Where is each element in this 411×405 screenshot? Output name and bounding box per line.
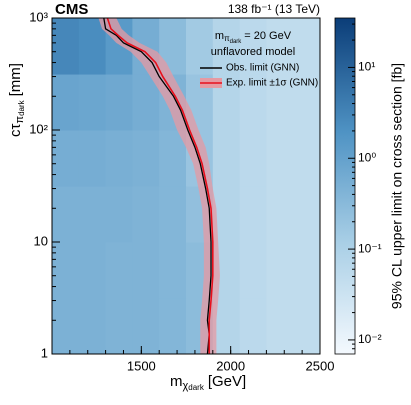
expected-line: [106, 18, 214, 354]
legend-title-sub: π: [224, 34, 230, 43]
heatmap-cell: [266, 74, 294, 131]
x-tick-label: 2000: [216, 358, 245, 373]
experiment-label: CMS: [55, 1, 88, 18]
legend-title-rest: = 20 GeV: [244, 30, 291, 42]
heatmap-cell: [132, 242, 160, 299]
heatmap-cell: [239, 242, 267, 299]
heatmap-cell: [78, 186, 107, 243]
heatmap-cell: [52, 74, 80, 131]
legend-title-subsub: dark: [230, 39, 243, 45]
colorbar-tick-label: 10⁰: [358, 150, 376, 164]
heatmap-cell: [105, 130, 133, 187]
y-tick-label: 10²: [29, 121, 48, 136]
heatmap-cell: [105, 186, 133, 243]
colorbar-tick-label: 10⁻¹: [358, 241, 382, 255]
heatmap-cell: [78, 74, 107, 131]
heatmap-cell: [212, 18, 241, 75]
x-label-sub: χ: [183, 380, 189, 392]
heatmap-cell: [266, 18, 294, 75]
x-axis-label: mχdark [GeV]: [170, 373, 246, 392]
heatmap-cell: [78, 130, 107, 187]
heatmap-cell: [293, 18, 320, 75]
heatmap-cell: [132, 130, 160, 187]
y-label-subsub: dark: [17, 99, 26, 116]
heatmap-cell: [266, 130, 294, 187]
y-tick-label: 10: [34, 233, 48, 248]
y-label-unit: [mm]: [7, 63, 24, 96]
heatmap-cell: [239, 298, 267, 354]
heatmap-cell: [159, 186, 187, 243]
colorbar-tick-label: 10⁻²: [358, 332, 382, 346]
heatmap-cell: [239, 130, 267, 187]
y-label-sub: π: [14, 116, 26, 124]
heatmap-cell: [52, 130, 80, 187]
heatmap-cell: [212, 130, 241, 187]
heatmap-cell: [293, 298, 320, 354]
legend-label: Exp. limit ±1σ (GNN): [226, 78, 318, 89]
lumi-label: 138 fb⁻¹ (13 TeV): [228, 2, 320, 16]
heatmap-cell: [159, 298, 187, 354]
observed-line: [103, 18, 212, 354]
y-tick-label: 10³: [29, 9, 48, 24]
x-tick-label: 2500: [306, 358, 335, 373]
heatmap-cell: [105, 298, 133, 354]
heatmap-cell: [293, 74, 320, 131]
heatmap-cell: [132, 298, 160, 354]
heatmap-cell: [266, 186, 294, 243]
heatmap-cell: [78, 18, 107, 75]
heatmap-cell: [186, 18, 214, 75]
legend: mπdark = 20 GeV unflavored model: [211, 30, 295, 58]
heatmap-cell: [105, 74, 133, 131]
heatmap-cell: [52, 298, 80, 354]
legend-title: mπdark = 20 GeV: [215, 30, 292, 45]
x-label-unit: [GeV]: [208, 373, 246, 390]
heatmap-cell: [159, 242, 187, 299]
heatmap-cell: [52, 242, 80, 299]
x-tick-label: 1500: [127, 358, 156, 373]
heatmap-cell: [52, 186, 80, 243]
legend-label: Obs. limit (GNN): [226, 63, 299, 74]
heatmap-cell: [239, 186, 267, 243]
y-label-main: cτ: [7, 123, 24, 137]
heatmap-cell: [293, 130, 320, 187]
y-tick-label: 1: [41, 345, 48, 360]
heatmap: [52, 18, 320, 354]
colorbar-label: 95% CL upper limit on cross section [fb]: [389, 63, 405, 309]
heatmap-cell: [239, 74, 267, 131]
heatmap-cell: [266, 298, 294, 354]
legend-subtitle: unflavored model: [211, 46, 295, 58]
legend-title-main: m: [215, 30, 224, 42]
heatmap-cell: [105, 242, 133, 299]
heatmap-cell: [132, 186, 160, 243]
x-label-subsub: dark: [188, 383, 205, 392]
heatmap-cell: [293, 242, 320, 299]
y-axis-label: cτπdark [mm]: [7, 63, 26, 137]
x-label-main: m: [170, 373, 183, 390]
heatmap-cell: [78, 298, 107, 354]
contours: [98, 18, 220, 354]
heatmap-cell: [239, 18, 267, 75]
heatmap-cell: [52, 18, 80, 75]
colorbar-tick-label: 10¹: [358, 60, 375, 74]
plot-frame: [51, 17, 321, 355]
heatmap-cell: [78, 242, 107, 299]
heatmap-cell: [293, 186, 320, 243]
heatmap-cell: [266, 242, 294, 299]
